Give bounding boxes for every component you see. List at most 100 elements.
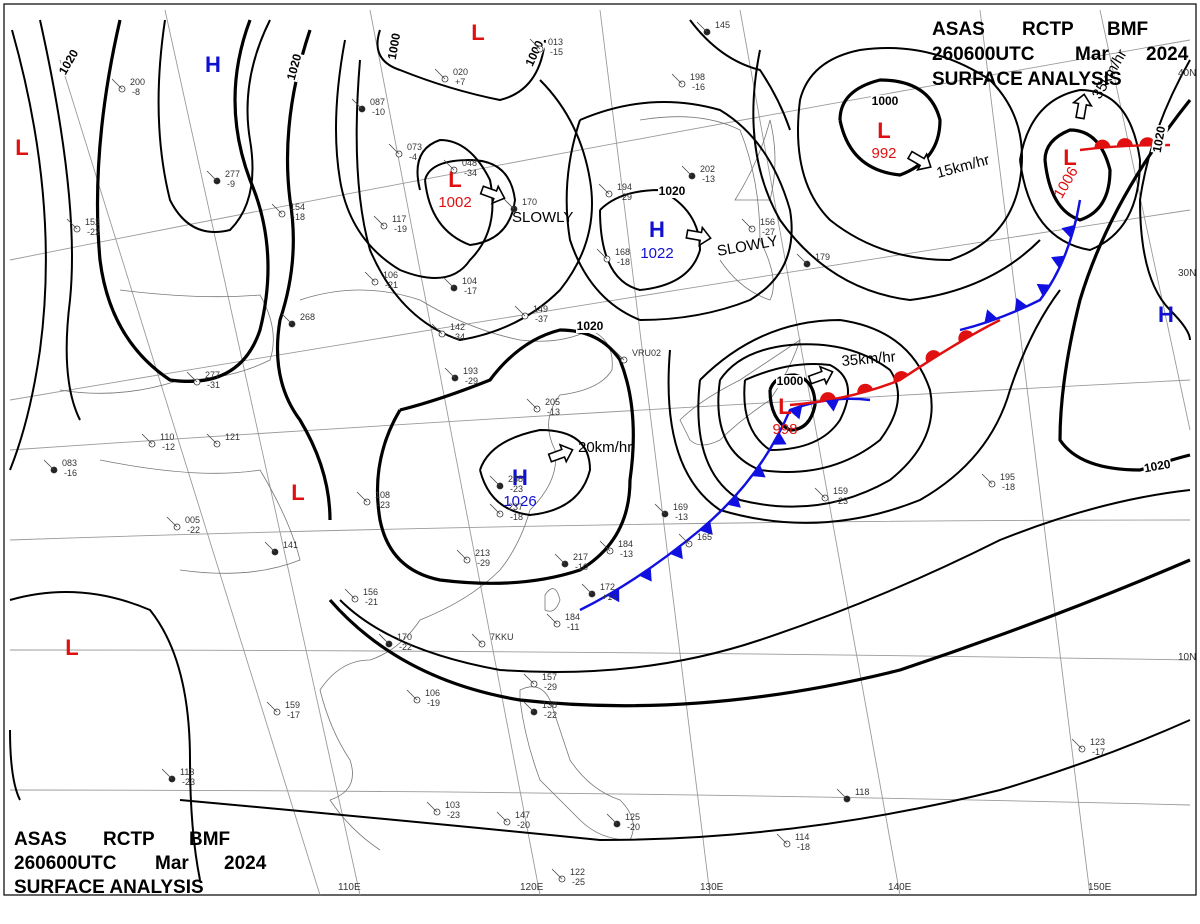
- station-plot: 142-34: [431, 322, 465, 342]
- station-plot: 113-23: [161, 767, 195, 787]
- station-tendency: -4: [409, 152, 417, 162]
- station-plot: 205-13: [526, 397, 560, 417]
- station-plot: 145: [696, 20, 730, 36]
- cold-front-triangle: [639, 567, 652, 582]
- station-pressure: 172: [600, 582, 615, 592]
- cold-front-triangle: [607, 588, 620, 603]
- low-pressure-center: L: [1063, 145, 1076, 170]
- cold-front-triangle: [1051, 255, 1065, 269]
- high-pressure-center: H: [512, 465, 528, 490]
- isobars: [9, 19, 1192, 881]
- station-pressure: 073: [407, 142, 422, 152]
- station-plot: 7KKU: [471, 632, 514, 648]
- station-pressure: 083: [62, 458, 77, 468]
- station-pressure: 104: [462, 276, 477, 286]
- station-tendency: -29: [465, 376, 478, 386]
- station-pressure: 152: [85, 217, 100, 227]
- isobar-southwest: [9, 591, 201, 881]
- motion-label: SLOWLY: [512, 209, 573, 226]
- station-tendency: -11: [567, 622, 579, 632]
- station-plot: 114-18: [776, 832, 810, 852]
- station-plot: 125-20: [606, 812, 640, 832]
- station-plot: 159-23: [814, 486, 848, 506]
- longitude-label: 130E: [700, 882, 724, 893]
- isobar-east-low-ring: [1019, 88, 1142, 252]
- low-pressure-center: L: [471, 20, 484, 45]
- isobar-1020-west: [95, 19, 270, 383]
- station-pressure: 277: [205, 370, 220, 380]
- station-tendency: -22: [399, 642, 412, 652]
- station-plot: 123-17: [1071, 737, 1105, 757]
- station-pressure: 213: [475, 548, 490, 558]
- station-pressure: 142: [450, 322, 465, 332]
- inland-border-1: [59, 289, 274, 394]
- coastlines: [59, 116, 801, 851]
- latitude-label: 40N: [1178, 68, 1196, 79]
- lat-line-30n: [9, 379, 1191, 451]
- cold-front-triangle: [1036, 283, 1051, 297]
- station-tendency: -23: [182, 777, 195, 787]
- station-plot: 154-18: [271, 202, 305, 222]
- station-plot: 159-17: [266, 700, 300, 720]
- station-pressure: 106: [383, 270, 398, 280]
- station-tendency: -23: [510, 484, 523, 494]
- station-tendency: -18: [1002, 482, 1015, 492]
- station-plot: 122-25: [551, 867, 585, 887]
- isobar-label-bg: [871, 95, 899, 108]
- station-tendency: -27: [762, 227, 775, 237]
- isobar-north-china: [565, 101, 793, 322]
- isobar-1002-low: [424, 158, 517, 247]
- header-bottom-l2-a: 260600UTC: [14, 853, 117, 874]
- station-tendency: -20: [627, 822, 640, 832]
- isobar-label: 1020: [659, 184, 686, 198]
- cold-front-triangle: [825, 398, 840, 412]
- isobar-sw-corner: [9, 729, 21, 801]
- header-bottom-l1-a: ASAS: [14, 829, 67, 850]
- station-pressure: 184: [618, 539, 633, 549]
- station-pressure: 217: [573, 552, 588, 562]
- station-plot: 156-27: [741, 217, 775, 237]
- header-bottom-l3: SURFACE ANALYSIS: [14, 877, 204, 898]
- station-plot: 083-16: [43, 458, 77, 478]
- station-pressure: 141: [283, 540, 298, 550]
- station-tendency: -9: [227, 179, 235, 189]
- station-pressure: 110: [160, 432, 174, 442]
- isobar-label: 1000: [385, 32, 403, 61]
- lon-line-160e: [1099, 9, 1191, 431]
- longitude-label: 120E: [520, 882, 544, 893]
- station-tendency: -34: [452, 332, 465, 342]
- station-pressure: 156: [363, 587, 378, 597]
- motion-arrow-icon: [685, 225, 712, 247]
- isobar-west-3: [157, 19, 271, 233]
- isobar-1020-central: [275, 29, 332, 521]
- station-pressure: 145: [715, 20, 730, 30]
- cold-front-triangle: [788, 405, 803, 420]
- station-tendency: +7: [455, 77, 465, 87]
- station-tendency: -16: [64, 468, 77, 478]
- header-top-l1-c: BMF: [1107, 19, 1148, 40]
- isobar-east-edge: [1138, 59, 1191, 341]
- longitude-label: 150E: [1088, 882, 1112, 893]
- low-pressure-value: 1006: [1050, 164, 1081, 201]
- station-plot: 121: [206, 432, 240, 448]
- station-tendency: -29: [477, 558, 490, 568]
- station-pressure: 122: [570, 867, 585, 877]
- header-top-l2-c: 2024: [1146, 44, 1189, 65]
- station-tendency: -19: [427, 698, 440, 708]
- station-pressure: 157: [542, 672, 557, 682]
- station-pressure: 159: [833, 486, 848, 496]
- isobar-1000-north: [376, 29, 546, 102]
- lat-line-40n: [9, 39, 1191, 261]
- station-plot: 184-13: [599, 539, 633, 559]
- station-pressure: 048: [462, 158, 477, 168]
- station-plot: 184-11: [546, 612, 580, 632]
- station-tendency: -12: [162, 442, 175, 452]
- isobar-label-bg: [576, 320, 604, 333]
- station-plot: 156-21: [344, 587, 378, 607]
- station-plot: 213-29: [456, 548, 490, 568]
- header-top: ASAS RCTP BMF 260600UTC Mar 2024 SURFACE…: [932, 19, 1189, 90]
- station-pressure: 125: [625, 812, 640, 822]
- station-pressure: 121: [225, 432, 240, 442]
